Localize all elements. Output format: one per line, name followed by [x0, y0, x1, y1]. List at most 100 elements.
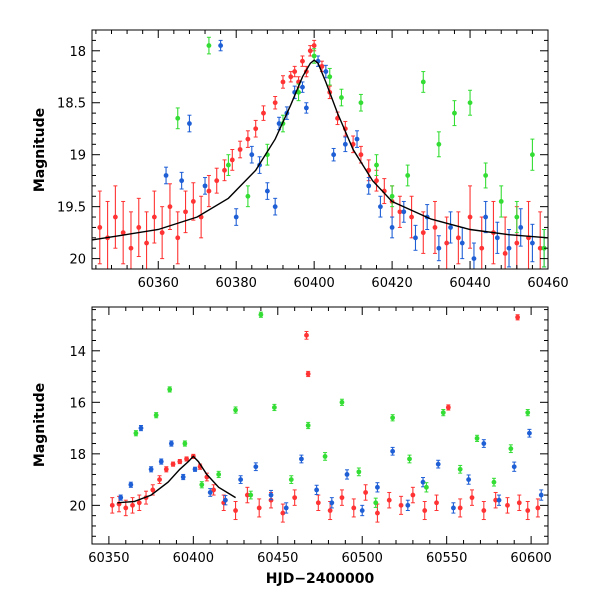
bottom-y-tick-label: 20	[69, 499, 86, 514]
top-data-point	[206, 43, 212, 48]
top-data-point	[167, 204, 173, 210]
top-data-point	[342, 141, 348, 147]
bottom-data-point	[184, 456, 189, 462]
bottom-data-point	[457, 505, 463, 511]
bottom-data-point	[535, 505, 541, 511]
top-x-tick-label: 60360	[138, 276, 179, 291]
bottom-data-point	[511, 464, 517, 470]
bottom-data-point	[292, 495, 298, 501]
bottom-data-point	[451, 505, 456, 511]
top-data-point	[214, 178, 220, 184]
bottom-data-point	[398, 502, 404, 508]
bottom-data-point	[469, 495, 475, 501]
top-data-point	[530, 152, 535, 158]
top-data-point	[183, 209, 188, 215]
top-data-point	[339, 95, 344, 100]
top-data-point	[502, 251, 508, 256]
bottom-data-point	[256, 505, 262, 511]
top-data-point	[366, 183, 372, 189]
top-data-point	[264, 188, 270, 194]
top-data-point	[288, 74, 294, 80]
bottom-data-layer	[109, 311, 544, 523]
top-data-point	[206, 188, 212, 194]
top-data-point	[358, 100, 364, 106]
top-data-point	[401, 209, 407, 215]
top-data-point	[397, 209, 403, 215]
bottom-data-point	[435, 461, 441, 467]
bottom-data-point	[168, 441, 174, 446]
bottom-data-point	[207, 490, 213, 495]
top-series-2	[175, 36, 547, 268]
bottom-data-point	[386, 497, 392, 503]
top-data-point	[303, 105, 309, 111]
top-y-tick-label: 18.5	[57, 97, 86, 112]
top-data-point	[112, 214, 118, 220]
top-x-tick-label: 60460	[527, 276, 568, 291]
bottom-data-point	[351, 505, 357, 511]
bottom-data-point	[248, 492, 254, 498]
bottom-data-point	[390, 415, 396, 421]
top-data-point	[190, 199, 196, 204]
top-data-point	[506, 245, 512, 251]
bottom-data-point	[315, 500, 321, 506]
bottom-data-point	[280, 510, 286, 516]
top-data-point	[128, 245, 134, 251]
bottom-data-point	[407, 456, 412, 462]
top-data-point	[151, 214, 157, 220]
bottom-data-point	[223, 497, 228, 503]
bottom-data-point	[130, 502, 135, 508]
bottom-data-point	[133, 430, 139, 436]
bottom-x-tick-label: 60600	[510, 551, 551, 566]
top-y-tick-label: 20	[69, 253, 86, 268]
bottom-data-point	[445, 405, 451, 410]
bottom-plot-frame	[91, 306, 549, 545]
bottom-data-point	[158, 459, 164, 464]
top-data-point	[389, 225, 395, 230]
bottom-data-point	[422, 508, 428, 513]
bottom-x-tick-label: 60500	[342, 551, 383, 566]
top-data-point	[300, 84, 305, 90]
bottom-data-point	[283, 505, 289, 511]
top-data-point	[249, 152, 255, 158]
bottom-x-tick-label: 60400	[173, 551, 214, 566]
bottom-data-point	[138, 425, 144, 431]
bottom-data-point	[525, 508, 531, 513]
top-data-point	[144, 240, 149, 246]
bottom-ticks: 60350 60400 60450 60500 60550 60600 14 16 18 20	[69, 307, 552, 566]
top-data-point	[253, 126, 259, 132]
top-data-point	[175, 115, 181, 121]
bottom-data-point	[434, 500, 439, 506]
bottom-x-axis-title: HJD−2400000	[266, 571, 375, 587]
top-data-point	[261, 110, 266, 116]
top-data-point	[120, 230, 126, 236]
top-data-point	[471, 256, 477, 262]
top-x-tick-label: 60420	[371, 276, 412, 291]
top-data-point	[159, 230, 165, 236]
bottom-data-point	[410, 492, 416, 498]
bottom-data-point	[373, 500, 379, 506]
top-data-point	[405, 173, 411, 178]
bottom-data-point	[339, 399, 345, 405]
bottom-data-point	[199, 482, 205, 488]
top-data-point	[327, 74, 333, 80]
top-data-point	[237, 147, 243, 152]
top-data-point	[467, 214, 473, 220]
top-data-point	[420, 79, 426, 85]
top-model-curve	[92, 59, 548, 241]
bottom-data-point	[136, 500, 142, 506]
top-data-point	[319, 63, 325, 69]
bottom-data-point	[216, 472, 222, 477]
bottom-data-point	[233, 508, 238, 513]
top-plot-area: 60360 60380 60400 60420 60440 60460 18 18.5 19 19…	[57, 29, 569, 291]
bottom-y-axis-title: Magnitude	[32, 383, 48, 467]
bottom-data-point	[272, 405, 277, 410]
top-data-point	[483, 173, 489, 178]
top-data-point	[530, 240, 535, 246]
bottom-data-point	[314, 487, 320, 493]
top-data-point	[276, 121, 282, 126]
top-data-point	[331, 152, 337, 158]
top-data-point	[311, 53, 317, 59]
bottom-panel: 60350 60400 60450 60500 60550 60600 14 16 18 20 M…	[32, 306, 552, 587]
top-data-point	[358, 152, 364, 158]
bottom-series-0	[109, 314, 541, 523]
